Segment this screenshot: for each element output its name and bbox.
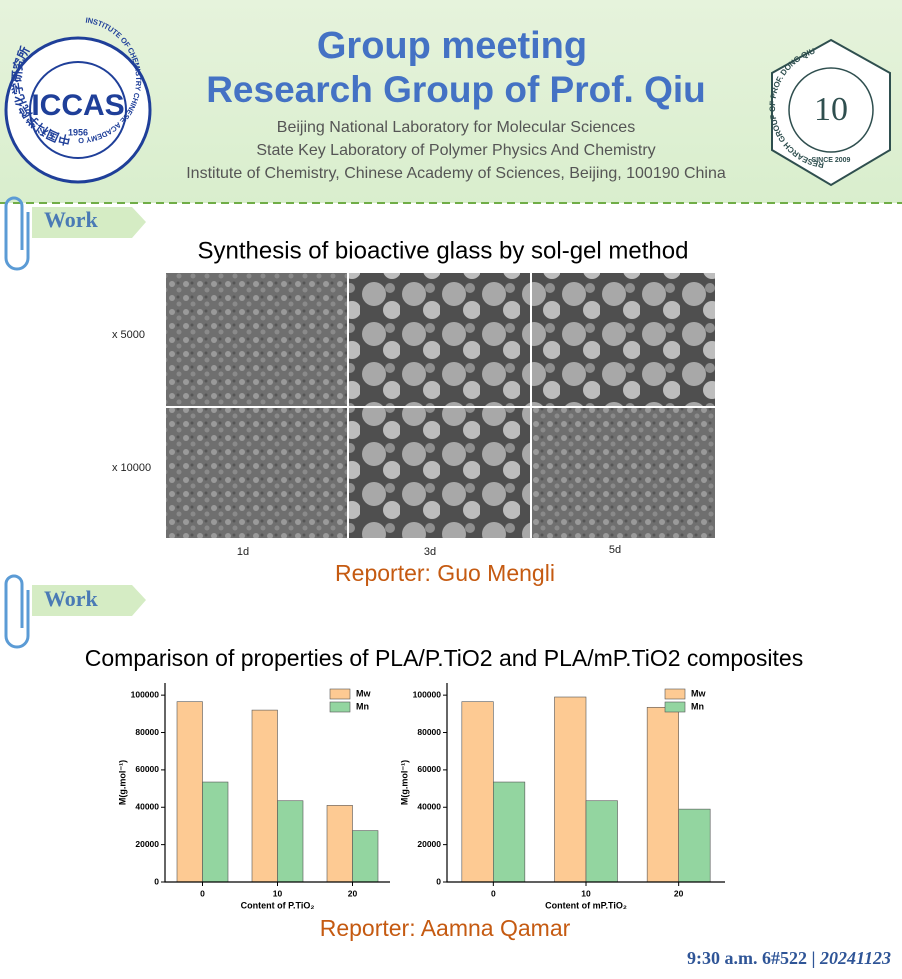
column-label: 3d: [424, 546, 436, 558]
legend-label: Mw: [356, 688, 371, 698]
bar: [202, 781, 229, 883]
section-title: Comparison of properties of PLA/P.TiO2 a…: [85, 645, 803, 671]
bar: [585, 800, 618, 883]
x-tick-label: 10: [581, 888, 591, 898]
bar: [646, 706, 679, 883]
y-tick-label: 20000: [417, 839, 441, 849]
legend-swatch: [664, 688, 686, 700]
tag-label: Work: [44, 586, 99, 611]
reporter: Reporter: Guo Mengli: [335, 560, 555, 586]
logo-since: SINCE 2009: [812, 157, 851, 164]
x-tick-label: 10: [273, 888, 283, 898]
logo-name: ICCAS: [31, 89, 124, 122]
work-tag: Work: [4, 196, 146, 271]
y-tick-label: 0: [436, 876, 441, 886]
title: Group meeting: [317, 25, 587, 67]
column-label: 5d: [609, 544, 621, 556]
tag-label: Work: [44, 207, 99, 232]
x-tick-label: 0: [491, 888, 496, 898]
affiliation: Institute of Chemistry, Chinese Academy …: [186, 165, 726, 182]
work-tag: Work: [4, 574, 146, 649]
reporter: Reporter: Aamna Qamar: [320, 915, 571, 941]
y-tick-label: 20000: [135, 839, 159, 849]
x-tick-label: 20: [348, 888, 358, 898]
logo-year: 1956: [68, 127, 88, 137]
legend-label: Mn: [356, 701, 369, 711]
section-title: Synthesis of bioactive glass by sol-gel …: [198, 237, 689, 264]
row-label: x 10000: [112, 462, 151, 474]
y-axis-label: M(g.mol⁻¹): [117, 760, 127, 805]
bar: [277, 800, 304, 883]
legend-swatch: [329, 688, 351, 700]
legend-label: Mw: [691, 688, 706, 698]
y-tick-label: 40000: [417, 802, 441, 812]
bar: [352, 830, 379, 883]
y-tick-label: 0: [154, 876, 159, 886]
y-tick-label: 60000: [417, 764, 441, 774]
bar: [678, 808, 711, 883]
x-axis-label: Content of P.TiO₂: [241, 900, 315, 910]
bar-chart: 0 20000 40000 60000 80000 100000 0 10 20 Content …: [117, 672, 398, 917]
svg-text:10: 10: [814, 91, 848, 128]
y-tick-label: 80000: [135, 727, 159, 737]
footer-time: 9:30 a.m. 6#522: [687, 948, 807, 968]
x-axis-label: Content of mP.TiO₂: [545, 900, 627, 910]
y-tick-label: 60000: [135, 764, 159, 774]
y-tick-label: 100000: [413, 689, 442, 699]
footer: 9:30 a.m. 6#522 | 20241123: [687, 948, 891, 968]
affiliation: State Key Laboratory of Polymer Physics …: [256, 142, 655, 159]
subtitle: Research Group of Prof. Qiu: [206, 69, 706, 110]
column-label: 1d: [237, 546, 249, 558]
footer-date: 20241123: [819, 948, 891, 968]
footer-separator: |: [812, 948, 816, 968]
y-tick-label: 40000: [135, 802, 159, 812]
bar: [176, 701, 203, 883]
bar: [554, 696, 587, 883]
x-tick-label: 0: [200, 888, 205, 898]
x-tick-label: 20: [674, 888, 684, 898]
bar: [493, 781, 526, 883]
bar: [251, 709, 278, 883]
y-axis-label: M(g.mol⁻¹): [399, 760, 409, 805]
legend-swatch: [329, 701, 351, 713]
sem-grid: [166, 273, 715, 538]
bar: [461, 701, 494, 883]
bar: [326, 805, 353, 883]
y-tick-label: 100000: [131, 689, 160, 699]
affiliation: Beijing National Laboratory for Molecula…: [277, 119, 635, 136]
legend-label: Mn: [691, 701, 704, 711]
legend-swatch: [664, 701, 686, 713]
row-label: x 5000: [112, 329, 145, 341]
y-tick-label: 80000: [417, 727, 441, 737]
bar-chart: 0 20000 40000 60000 80000 100000 0 10 20 Content …: [399, 672, 733, 917]
